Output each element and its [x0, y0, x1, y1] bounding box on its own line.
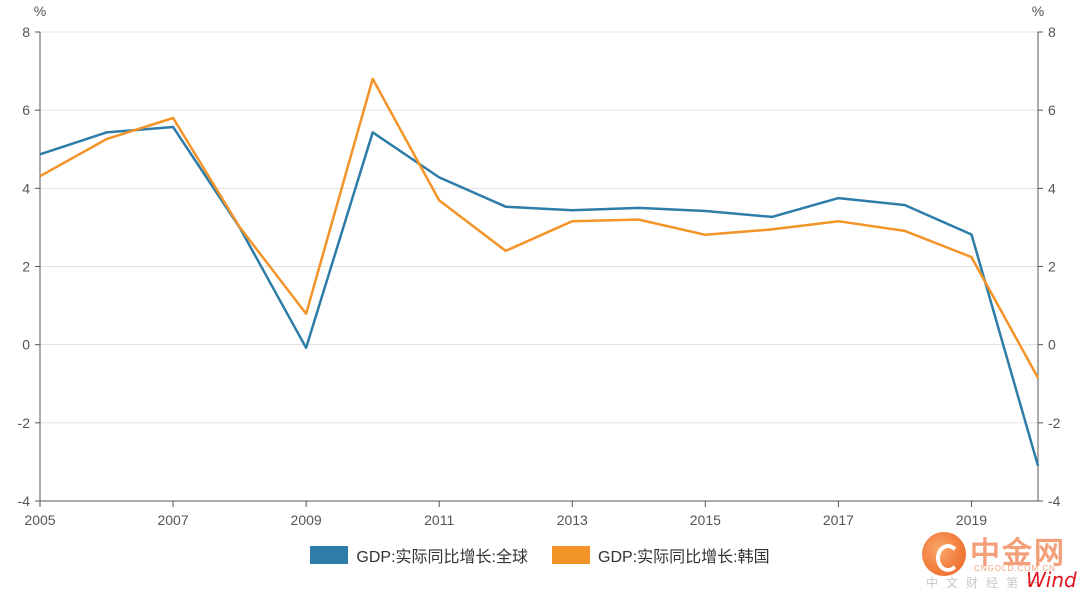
series-line-0	[39, 125, 1040, 467]
legend-item-korea[interactable]: GDP:实际同比增长:韩国	[552, 543, 770, 567]
watermark-brand: 中金网	[970, 537, 1066, 570]
ytick-label-right: 4	[1048, 180, 1056, 196]
xtick-label: 2007	[157, 512, 188, 528]
xtick-label: 2019	[956, 512, 987, 528]
ytick-label-right: 6	[1048, 102, 1056, 118]
watermark-wind: Wind	[1026, 568, 1077, 592]
xtick-label: 2017	[823, 512, 854, 528]
ytick-label-right: 8	[1048, 24, 1056, 40]
axes: -4 -4 -2 -2 0 0 2 2 4 4 6 6 8 8% % 2005 2007 2009 2011 2013…	[18, 3, 1061, 528]
series-lines	[39, 77, 1040, 467]
ytick-label-right: 0	[1048, 337, 1056, 353]
ytick-label-left: -4	[18, 493, 31, 509]
series-line-1	[39, 77, 1040, 379]
yaxis-unit-right: %	[1032, 3, 1044, 19]
ytick-label-left: 0	[22, 337, 30, 353]
ytick-label-left: 2	[22, 259, 30, 275]
ytick-label-left: 6	[22, 102, 30, 118]
xtick-label: 2011	[424, 512, 454, 528]
ytick-label-right: 2	[1048, 259, 1056, 275]
legend-item-global[interactable]: GDP:实际同比增长:全球	[310, 543, 528, 567]
xtick-label: 2009	[291, 512, 322, 528]
cngold-logo-icon	[922, 532, 966, 576]
ytick-label-left: 8	[22, 24, 30, 40]
xtick-label: 2015	[690, 512, 721, 528]
ytick-label-left: -2	[18, 415, 31, 431]
watermark-domain: CNGOLD.COM.CN	[974, 564, 1056, 573]
ytick-label-right: -2	[1048, 415, 1061, 431]
watermark-tagline: 中文财经第一	[926, 576, 1047, 590]
legend-label-global: GDP:实际同比增长:全球	[356, 549, 528, 566]
ytick-label-left: 4	[22, 180, 30, 196]
legend-label-korea: GDP:实际同比增长:韩国	[598, 549, 770, 566]
legend-swatch-global	[310, 546, 349, 564]
xtick-label: 2013	[557, 512, 588, 528]
legend: GDP:实际同比增长:全球 GDP:实际同比增长:韩国	[0, 540, 1080, 570]
watermark: 中金网 CNGOLD.COM.CN 中文财经第一 Wind	[918, 528, 1078, 592]
yaxis-unit-left: %	[34, 3, 46, 19]
xtick-label: 2005	[24, 512, 55, 528]
ytick-label-right: -4	[1048, 493, 1061, 509]
grid-lines	[40, 31, 1038, 424]
legend-swatch-korea	[552, 546, 590, 564]
